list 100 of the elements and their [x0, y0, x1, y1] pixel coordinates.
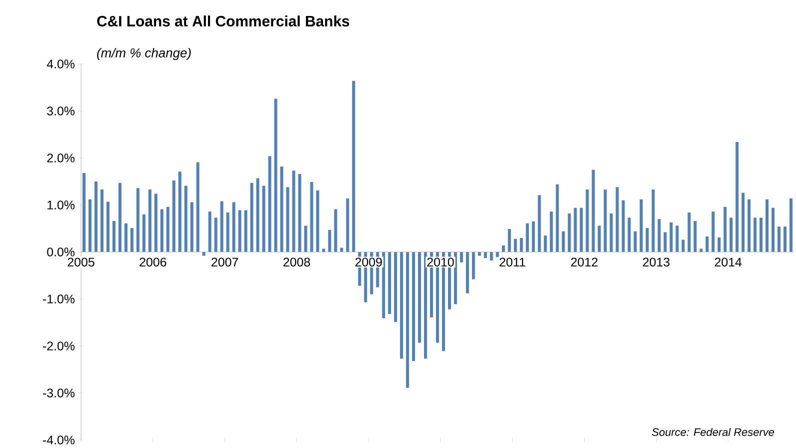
bar [292, 170, 296, 252]
bar [742, 192, 745, 252]
bar [610, 214, 613, 252]
bar [118, 183, 122, 252]
bar [670, 222, 673, 252]
bar [478, 252, 481, 256]
bar [592, 170, 595, 252]
y-tick-label: 3.0% [47, 106, 75, 116]
bar [154, 194, 158, 252]
bar [772, 208, 775, 252]
bar [718, 238, 721, 252]
bar [622, 200, 625, 252]
bar [184, 186, 188, 252]
bar [256, 178, 260, 252]
x-tick-label: 2013 [642, 258, 670, 267]
bar [544, 236, 547, 252]
bar [136, 188, 140, 252]
y-tick-label: 1.0% [48, 200, 75, 210]
bar [634, 231, 637, 252]
bar [748, 199, 751, 252]
bar [400, 252, 404, 359]
bar [466, 252, 469, 294]
bar [598, 226, 601, 252]
x-tick-label: 2011 [500, 258, 526, 267]
bar [616, 187, 619, 252]
bar [394, 252, 398, 322]
bar [388, 252, 392, 314]
bar [112, 221, 116, 252]
bar [88, 199, 92, 252]
bar [316, 190, 320, 252]
bar [694, 221, 697, 252]
bar [94, 182, 98, 252]
bar [526, 223, 529, 252]
bar [586, 190, 589, 252]
x-tick-label: 2012 [571, 258, 598, 267]
bar [778, 226, 781, 252]
x-tick-label: 2007 [212, 258, 238, 267]
y-tick-label: 0.0% [47, 248, 75, 257]
x-tick-label: 2008 [283, 258, 310, 267]
bar [760, 218, 763, 252]
bar [190, 202, 194, 252]
bar [142, 214, 146, 252]
bar [604, 190, 607, 252]
annotation: Source: Federal Reserve [652, 428, 774, 436]
bar [502, 246, 505, 252]
bar [562, 231, 565, 252]
bar [244, 210, 248, 252]
bar [286, 187, 290, 252]
bar [520, 238, 523, 252]
bar [766, 199, 769, 252]
bar [226, 212, 230, 252]
bar [232, 202, 236, 252]
bar [160, 209, 164, 252]
bar [418, 252, 422, 343]
bar [574, 208, 577, 252]
x-tick-label: 2010 [427, 258, 454, 267]
bar [328, 230, 332, 252]
bar [658, 219, 661, 252]
chart-subtitle: (m/m % change) [97, 48, 191, 60]
bar [646, 228, 649, 252]
bar [352, 81, 356, 252]
bar [640, 199, 643, 252]
bar [238, 210, 242, 252]
bar [472, 252, 475, 280]
y-tick-label: -2.0% [43, 342, 75, 351]
bar [628, 218, 631, 252]
bar [412, 252, 416, 362]
bar [724, 207, 727, 252]
x-tick-label: 2005 [68, 258, 94, 267]
bar [274, 98, 278, 252]
bar [304, 226, 308, 252]
bar [208, 212, 212, 252]
bar [736, 142, 739, 252]
y-tick-label: -1.0% [43, 294, 75, 304]
bar [538, 195, 541, 252]
x-tick-label: 2006 [140, 258, 166, 267]
bar [100, 190, 104, 252]
bar [382, 252, 386, 318]
bar [460, 252, 463, 262]
bar [508, 229, 511, 252]
y-tick-label: 2.0% [47, 154, 75, 163]
chart-title: C&I Loans at All Commercial Banks [97, 16, 350, 27]
bar [754, 218, 757, 252]
bar [712, 212, 715, 252]
bar [310, 182, 314, 252]
bar [298, 174, 302, 252]
bar [130, 228, 134, 252]
y-tick-label: -3.0% [43, 388, 75, 398]
bar [490, 252, 493, 261]
x-tick-label: 2014 [714, 258, 742, 267]
bar [106, 202, 110, 252]
bar [322, 248, 326, 252]
bar [250, 183, 254, 252]
bar [484, 252, 487, 258]
bar [688, 212, 691, 252]
bar [178, 172, 182, 252]
bar [556, 184, 559, 252]
bar [196, 162, 200, 252]
bar [514, 238, 517, 252]
bar [676, 226, 679, 252]
